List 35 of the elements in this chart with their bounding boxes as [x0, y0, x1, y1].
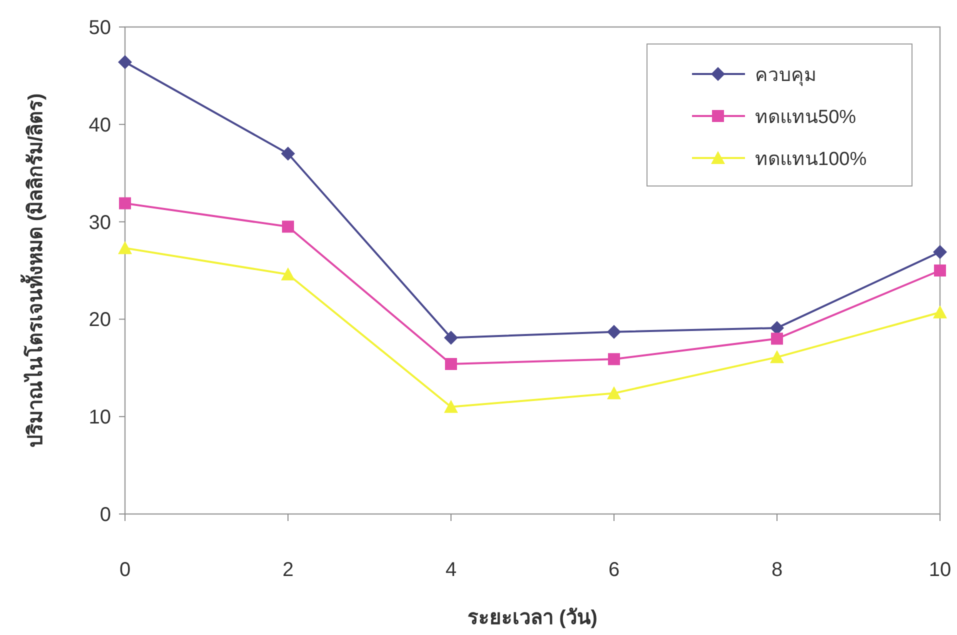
legend-label: ทดแทน100%	[755, 149, 867, 170]
legend-label: ควบคุม	[755, 65, 817, 87]
y-tick-label: 40	[88, 114, 111, 136]
x-tick-label: 0	[119, 559, 131, 581]
x-axis-title: ระยะเวลา (วัน)	[468, 607, 598, 629]
point	[607, 386, 621, 400]
y-tick-label: 30	[88, 212, 111, 234]
point	[934, 264, 946, 276]
point	[444, 400, 458, 413]
point	[282, 220, 294, 233]
y-tick-label: 10	[88, 406, 111, 429]
legend-label: ทดแทน50%	[755, 107, 856, 128]
point	[445, 358, 457, 370]
x-tick-label: 8	[771, 559, 783, 581]
point	[771, 332, 783, 345]
point	[607, 324, 621, 339]
point	[118, 55, 132, 70]
point	[444, 330, 458, 345]
y-tick-label: 20	[88, 309, 111, 332]
y-tick-label: 0	[100, 504, 111, 526]
x-tick-label: 10	[928, 559, 952, 581]
x-tick-label: 4	[445, 559, 457, 581]
point	[933, 305, 947, 318]
y-axis-title: ปริมาณไนโตรเจนทั้งหมด (มิลลิกรัม/ลิตร)	[20, 93, 47, 448]
point	[118, 241, 132, 254]
x-tick-label: 6	[608, 559, 620, 581]
point	[770, 320, 784, 335]
point	[770, 350, 784, 364]
point	[608, 353, 620, 366]
point	[933, 244, 947, 259]
x-tick-label: 2	[282, 559, 294, 581]
point	[281, 267, 295, 280]
point	[119, 197, 131, 210]
point	[281, 146, 295, 161]
y-tick-label: 50	[88, 17, 111, 39]
